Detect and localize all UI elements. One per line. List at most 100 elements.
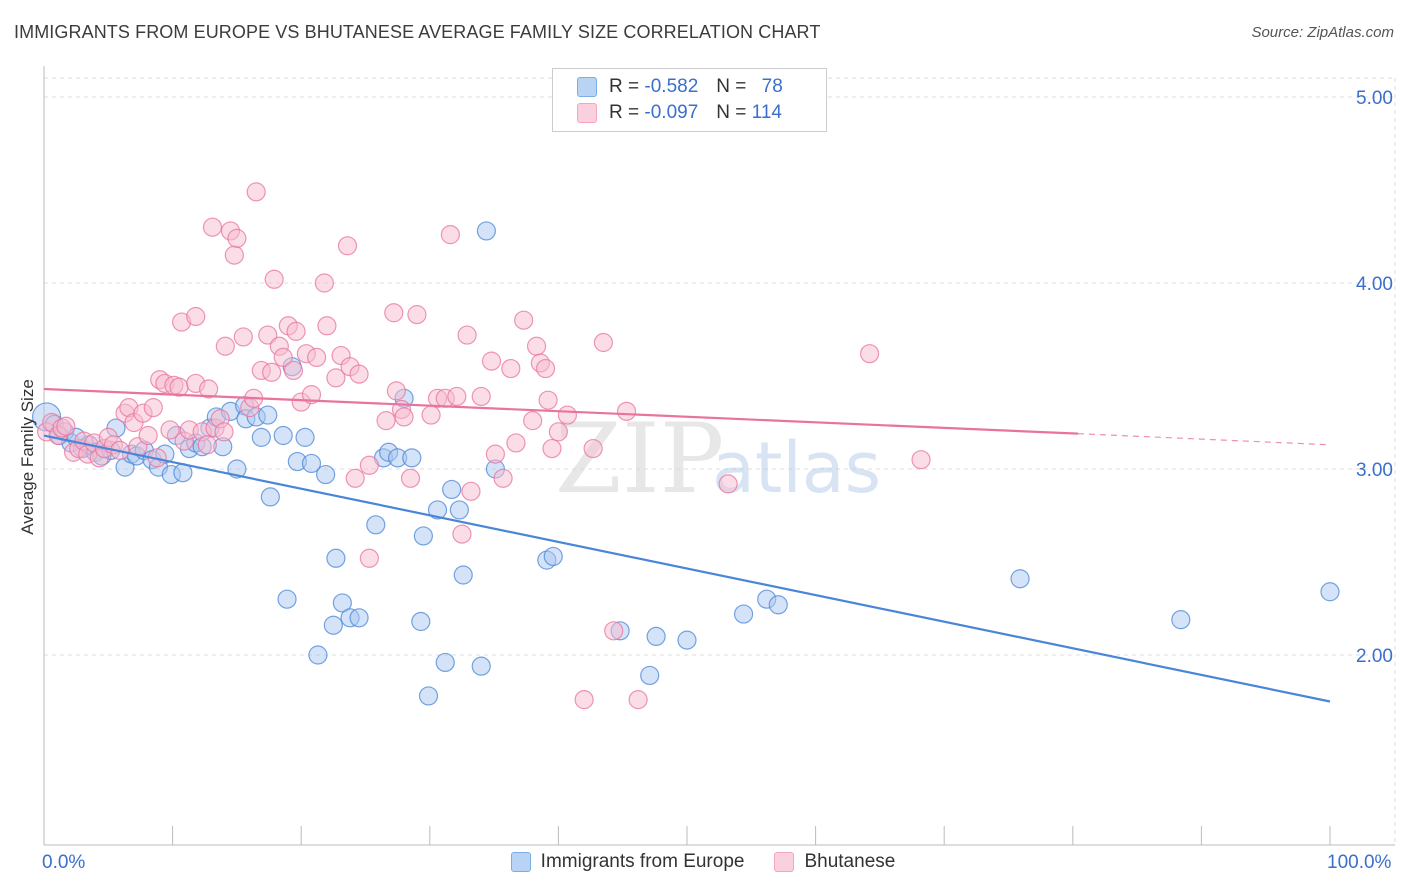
bhutanese-point	[214, 422, 234, 442]
r-label: R =	[609, 76, 640, 97]
bhutanese-trend-extension	[1077, 433, 1331, 446]
europe-point	[411, 611, 431, 632]
y-tick-labels: 5.00 4.00 3.00 2.00	[1356, 88, 1393, 667]
axes	[43, 66, 1395, 846]
bhutanese-point	[215, 336, 235, 356]
bhutanese-point	[447, 386, 467, 407]
bhutanese-point	[593, 332, 614, 353]
europe-point	[301, 453, 322, 474]
bhutanese-point	[535, 358, 556, 379]
bhutanese-point	[138, 425, 158, 446]
europe-point	[316, 464, 336, 485]
n-value: 78	[761, 76, 783, 97]
bhutanese-point	[349, 364, 369, 384]
bhutanese-point	[386, 381, 406, 401]
europe-point	[332, 593, 352, 613]
bhutanese-point	[394, 407, 414, 427]
europe-point	[476, 221, 496, 241]
bhutanese-point	[233, 327, 253, 347]
bhutanese-point	[440, 225, 460, 245]
bhutanese-point	[262, 362, 282, 382]
series-legend: Immigrants from Europe Bhutanese	[0, 851, 1406, 873]
europe-point	[471, 656, 491, 676]
bhutanese-point	[400, 468, 421, 488]
bhutanese-point	[307, 347, 327, 367]
bhutanese-point	[542, 438, 562, 459]
bhutanese-point	[628, 690, 648, 710]
europe-point	[258, 405, 278, 425]
bhutanese-point	[514, 310, 534, 330]
legend-swatch-europe	[510, 852, 531, 872]
stats-row-bhutanese: R = -0.097 N = 114	[577, 101, 782, 125]
europe-point	[402, 448, 422, 468]
bhutanese-point	[326, 368, 346, 388]
europe-point	[251, 427, 271, 447]
bhutanese-point	[143, 398, 163, 418]
europe-point	[323, 615, 343, 635]
x-tick-label-max: 100.0%	[1327, 852, 1392, 873]
europe-trend-line	[43, 434, 1331, 703]
bhutanese-point	[160, 420, 180, 440]
bhutanese-point	[258, 325, 278, 345]
r-value: -0.582	[644, 76, 699, 97]
legend-label-europe: Immigrants from Europe	[540, 851, 745, 872]
y-axis-label: Average Family Size	[18, 379, 37, 535]
n-label: N =	[716, 102, 747, 123]
bhutanese-point	[337, 236, 358, 256]
bhutanese-point	[301, 385, 322, 405]
europe-point	[1171, 610, 1191, 630]
r-label: R =	[609, 102, 640, 123]
europe-point	[677, 630, 697, 650]
bhutanese-point	[56, 416, 76, 436]
europe-point	[435, 652, 455, 673]
bhutanese-point	[376, 411, 396, 431]
europe-point	[646, 626, 666, 647]
chart-title: IMMIGRANTS FROM EUROPE VS BHUTANESE AVER…	[14, 22, 821, 42]
y-tick-label: 4.00	[1356, 274, 1393, 295]
n-value: 114	[751, 102, 782, 123]
source-label: Source: ZipAtlas.com	[1251, 24, 1394, 41]
bhutanese-point	[457, 325, 477, 345]
bhutanese-point	[471, 386, 491, 407]
bhutanese-trend-line	[43, 387, 1078, 435]
europe-point	[453, 565, 473, 585]
y-tick-label: 5.00	[1356, 88, 1393, 109]
bhutanese-point	[485, 444, 505, 464]
europe-point	[326, 548, 346, 568]
bhutanese-point	[548, 422, 569, 442]
bhutanese-point	[616, 401, 637, 421]
europe-point	[308, 645, 328, 665]
bhutanese-point	[169, 377, 189, 397]
data-points	[31, 182, 1340, 710]
europe-point	[349, 608, 369, 628]
bhutanese-point	[264, 269, 284, 289]
trend-lines	[43, 387, 1331, 703]
europe-point	[366, 515, 386, 535]
bhutanese-point	[718, 474, 738, 494]
bhutanese-point	[227, 228, 247, 248]
bhutanese-point	[283, 360, 304, 381]
bhutanese-point	[359, 548, 379, 568]
bhutanese-point	[506, 433, 526, 453]
europe-point	[768, 595, 788, 615]
legend-label-bhutanese: Bhutanese	[804, 851, 896, 872]
europe-point	[1320, 582, 1340, 602]
europe-point	[1010, 569, 1030, 589]
x-tick-label-min: 0.0%	[42, 852, 86, 873]
bhutanese-point	[186, 306, 206, 327]
bhutanese-point	[202, 217, 223, 237]
bhutanese-point	[246, 182, 266, 202]
bhutanese-swatch	[577, 103, 597, 123]
legend-item-europe[interactable]: Immigrants from Europe	[510, 851, 745, 873]
europe-point	[442, 479, 462, 500]
y-tick-label: 2.00	[1356, 646, 1393, 667]
bhutanese-point	[574, 690, 594, 710]
europe-point	[449, 500, 469, 520]
europe-point	[418, 686, 439, 706]
r-value: -0.097	[644, 102, 699, 123]
europe-swatch	[577, 77, 597, 97]
legend-item-bhutanese[interactable]: Bhutanese	[774, 851, 895, 873]
europe-point	[260, 487, 280, 507]
bhutanese-point	[199, 379, 219, 399]
